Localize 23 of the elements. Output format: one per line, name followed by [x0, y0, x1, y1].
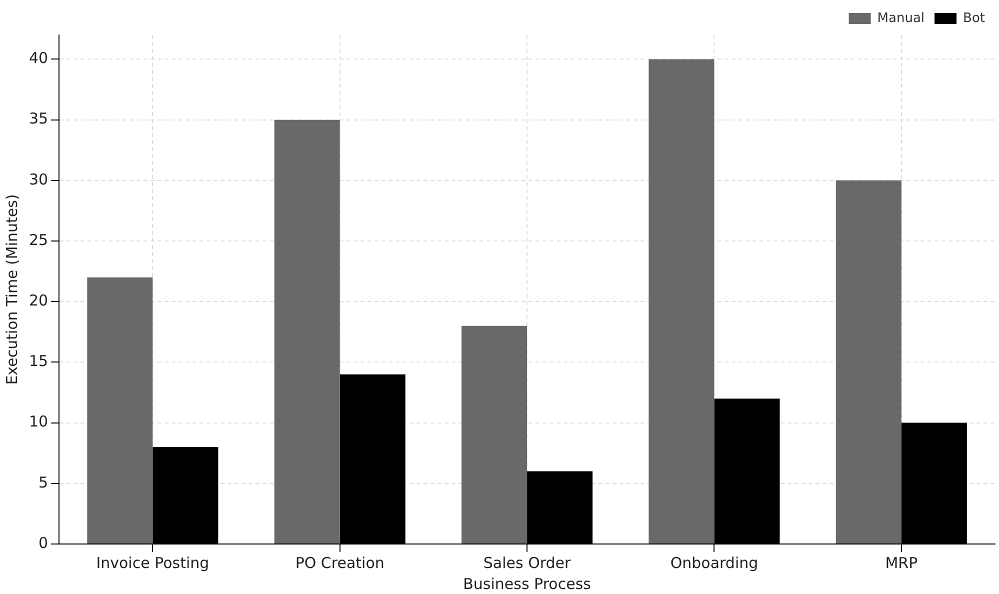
y-tick-label: 15: [28, 352, 48, 370]
y-tick-label: 25: [28, 230, 48, 249]
bar: [462, 326, 528, 544]
bar: [87, 277, 153, 544]
bar: [648, 59, 714, 544]
bar: [274, 120, 340, 544]
y-tick-label: 35: [28, 110, 48, 128]
y-tick-label: 10: [28, 412, 48, 431]
x-tick-label: PO Creation: [295, 554, 384, 572]
x-tick-label: MRP: [885, 554, 918, 572]
legend-label: Manual: [877, 10, 925, 26]
x-tick-label: Onboarding: [670, 554, 758, 572]
y-tick-label: 5: [38, 473, 48, 492]
x-tick-label: Invoice Posting: [96, 554, 210, 572]
bar: [836, 180, 902, 544]
y-tick-label: 20: [28, 292, 48, 310]
x-tick-label: Sales Order: [483, 554, 572, 572]
y-tick-label: 30: [28, 170, 48, 188]
y-tick-label: 0: [38, 534, 48, 552]
x-axis-title: Business Process: [463, 574, 592, 593]
y-tick-label: 40: [28, 49, 48, 68]
legend-label: Bot: [963, 10, 986, 26]
y-axis-title: Execution Time (Minutes): [2, 194, 21, 385]
